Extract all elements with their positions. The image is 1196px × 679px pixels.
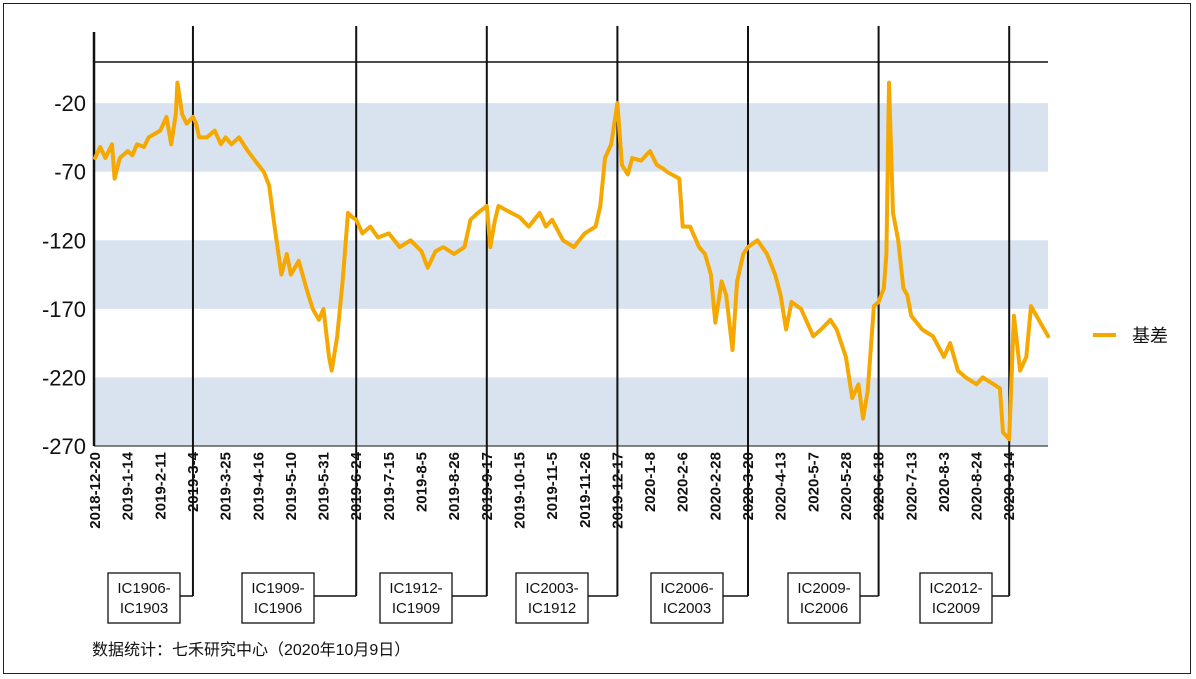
x-tick-label: 2020-8-3	[936, 452, 953, 512]
y-tick-label: -220	[42, 365, 86, 390]
contract-roll-box	[787, 572, 861, 624]
x-tick-label: 2019-3-25	[218, 452, 235, 520]
x-tick-label: 2020-2-28	[707, 452, 724, 520]
band-2	[94, 377, 1048, 446]
contract-roll-box	[650, 572, 724, 624]
x-tick-label: 2019-7-15	[381, 452, 398, 520]
legend: 基差	[1093, 326, 1168, 346]
contract-roll-label-line1: IC1912-	[389, 580, 442, 597]
x-tick-label: 2020-8-24	[969, 451, 986, 520]
contract-roll-label-line2: IC2009	[932, 600, 980, 617]
x-tick-label: 2019-3-4	[185, 451, 202, 512]
contract-roll-label-line1: IC2009-	[797, 580, 850, 597]
background-bands	[94, 61, 1048, 446]
x-tick-label: 2019-11-5	[544, 452, 561, 520]
y-axis: -20 -70 -120 -170 -220 -270	[42, 32, 96, 459]
x-tick-label: 2020-6-18	[871, 452, 888, 520]
x-tick-label: 2020-1-8	[642, 452, 659, 512]
x-tick-label: 2019-5-10	[283, 452, 300, 520]
band-1	[94, 240, 1048, 309]
x-tick-label: 2020-9-14	[1001, 451, 1018, 520]
contract-roll-label-line1: IC2006-	[660, 580, 713, 597]
x-tick-label: 2019-10-15	[511, 452, 528, 529]
legend-label-basis: 基差	[1132, 326, 1168, 346]
source-note: 数据统计：七禾研究中心（2020年10月9日）	[92, 641, 410, 659]
x-tick-label: 2020-4-13	[773, 452, 790, 520]
x-tick-label: 2019-8-5	[414, 452, 431, 512]
contract-roll-label-line2: IC1912	[528, 600, 576, 617]
x-tick-label: 2019-12-17	[609, 452, 626, 529]
contract-roll-label-line1: IC1909-	[251, 580, 304, 597]
x-tick-label: 2020-2-6	[675, 452, 692, 512]
y-tick-label: -70	[54, 160, 86, 185]
x-tick-label: 2020-5-7	[805, 452, 822, 512]
contract-roll-box	[919, 572, 993, 624]
y-tick-label: -120	[42, 228, 86, 253]
contract-roll-label-line2: IC1906	[254, 600, 302, 617]
x-tick-label: 2019-6-24	[348, 451, 365, 520]
contract-roll-box	[107, 572, 181, 624]
x-tick-label: 2019-1-14	[120, 451, 137, 520]
contract-roll-label-line2: IC1909	[392, 600, 440, 617]
x-tick-label: 2019-8-26	[446, 452, 463, 520]
y-tick-label: -270	[42, 434, 86, 459]
series-layer	[93, 80, 1051, 442]
x-tick-label: 2019-11-26	[577, 452, 594, 528]
contract-roll-label-line1: IC2012-	[929, 580, 982, 597]
contract-roll-label-line1: IC2003-	[525, 580, 578, 597]
contract-roll-box	[241, 572, 315, 624]
contract-roll-box	[515, 572, 589, 624]
x-tick-label: 2020-7-13	[903, 452, 920, 520]
x-tick-label: 2020-5-28	[838, 452, 855, 520]
x-tick-label: 2019-4-16	[250, 452, 267, 520]
y-tick-label: -170	[42, 297, 86, 322]
contract-roll-label-line2: IC2003	[663, 600, 711, 617]
contract-roll-labels: IC1906- IC1903 IC1909- IC1906 IC1912- IC1909 I…	[107, 572, 1010, 624]
contract-roll-box	[379, 572, 453, 624]
x-axis: 2018-12-20 2019-1-14 2019-2-11 2019-3-4 2019…	[87, 445, 1048, 529]
x-tick-label: 2019-9-17	[479, 452, 496, 520]
series-line-basis	[93, 80, 1051, 442]
contract-roll-label-line2: IC1903	[120, 600, 168, 617]
y-tick-label: -20	[54, 91, 86, 116]
x-tick-label: 2019-2-11	[152, 452, 169, 520]
x-tick-label: 2019-5-31	[316, 452, 333, 520]
contract-roll-label-line2: IC2006	[800, 600, 848, 617]
x-tick-label: 2018-12-20	[87, 452, 104, 529]
chart-frame	[3, 3, 1191, 674]
x-tick-label: 2020-3-20	[740, 452, 757, 520]
contract-roll-label-line1: IC1906-	[117, 580, 170, 597]
